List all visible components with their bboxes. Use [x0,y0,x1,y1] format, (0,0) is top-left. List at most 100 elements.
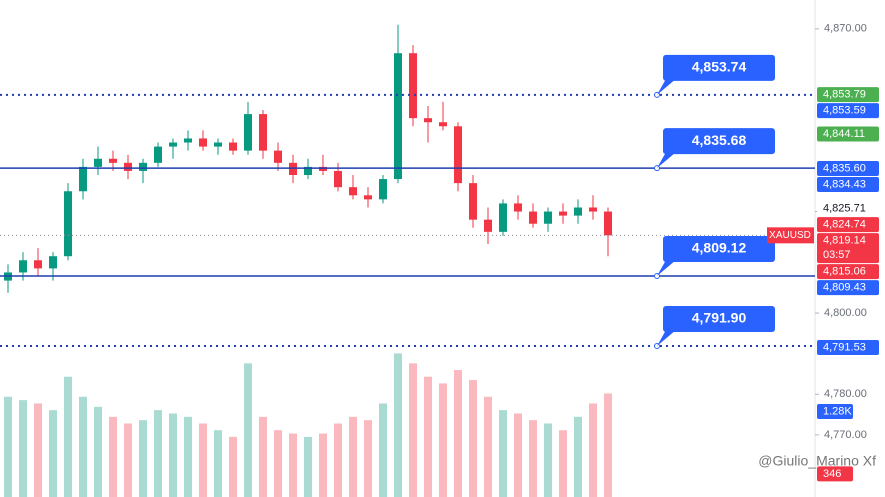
candle-body [589,207,597,212]
volume-bar [589,403,597,497]
candle-body [169,142,177,147]
countdown: 03:57 [823,249,851,261]
candle-body [469,183,477,220]
volume-bar [604,393,612,497]
volume-bar [559,430,567,497]
candle-body [229,142,237,151]
volume-bar [49,410,57,497]
volume-bar [319,433,327,497]
callout-pointer [657,152,676,169]
y-tick-label: 4,770.00 [824,429,867,441]
price-label: 4,825.71 [823,203,866,215]
symbol-tag [767,227,814,244]
volume-bar [514,413,522,497]
candle-body [424,118,432,123]
volume-bar [94,406,102,497]
callout-pointer [657,329,676,346]
volume-bar [409,363,417,497]
candle-body [364,195,372,200]
volume-bar [109,416,117,497]
y-tick-label: 4,870.00 [824,23,867,35]
volume-label-box [817,466,853,482]
candle-body [34,260,42,269]
symbol-label: XAUUSD [769,230,811,241]
price-label: 4,853.79 [823,89,866,101]
candle-body [514,203,522,212]
volume-bar [544,423,552,497]
y-tick-label: 4,800.00 [824,307,867,319]
candle-body [109,158,117,163]
callout-box [663,54,775,81]
price-label-box [817,103,879,119]
candle-body [604,211,612,236]
volume-bar [64,376,72,497]
price-label: 4,815.06 [823,266,866,278]
price-label-box [817,339,879,355]
candle-body [199,138,207,147]
volume-bar [529,420,537,497]
volume-bar [229,436,237,497]
price-label-box [817,217,879,233]
volume-bar [424,376,432,497]
volume-bar [289,433,297,497]
price-label: 4,819.14 [823,235,866,247]
volume-label: 1.28K [823,405,852,417]
candle-body [79,166,87,192]
candle-body [49,256,57,269]
candle-body [154,146,162,163]
candle-body [544,211,552,224]
candle-body [454,126,462,184]
volume-label: 346 [823,468,841,480]
volume-bar [274,430,282,497]
candle-body [379,179,387,200]
volume-bar [244,363,252,497]
volume-bar [259,416,267,497]
callout-box [663,305,775,332]
volume-bar [19,400,27,497]
callout-box [663,236,775,263]
price-label-box [817,280,879,296]
price-label: 4,809.43 [823,282,866,294]
candle-body [394,53,402,180]
volume-bar [184,416,192,497]
watermark: @Giulio_Marino Xf [758,453,876,469]
volume-label-box [817,403,853,419]
candle-body [499,203,507,232]
callout-label: 4,835.68 [692,132,747,148]
price-label-box [817,126,879,142]
candle-body [184,138,192,143]
volume-bar [469,380,477,497]
volume-bar [499,410,507,497]
volume-bar [214,430,222,497]
price-label: 4,844.11 [823,128,865,140]
callout-pointer [657,78,676,95]
volume-bar [139,420,147,497]
volume-bar [169,413,177,497]
candle-body [94,158,102,167]
volume-bar [364,420,372,497]
price-label-box [817,87,879,103]
candle-body [439,122,447,127]
candle-body [274,150,282,163]
volume-bar [34,403,42,497]
candle-body [304,166,312,176]
candle-body [484,219,492,232]
volume-bar [4,396,12,497]
candle-body [574,207,582,216]
price-label: 4,824.74 [823,219,866,231]
price-label-box [817,177,879,193]
price-label-box [817,161,879,177]
y-tick-label: 4,780.00 [824,388,867,400]
volume-bar [454,370,462,497]
volume-bar [574,416,582,497]
volume-bar [379,403,387,497]
candle-body [349,187,357,196]
volume-bar [154,410,162,497]
callout-pointer [657,260,676,277]
candle-body [559,211,567,216]
volume-bar [304,436,312,497]
price-label-box [817,264,879,280]
volume-bar [439,383,447,497]
